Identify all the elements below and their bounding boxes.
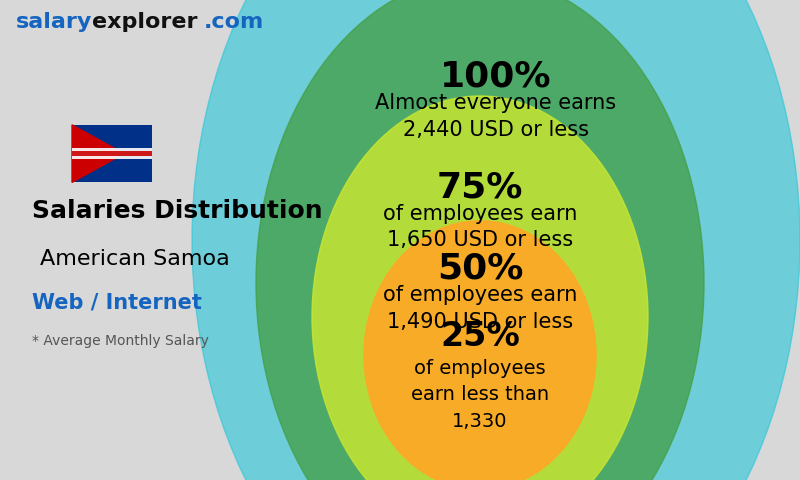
Text: 2,440 USD or less: 2,440 USD or less xyxy=(403,120,589,140)
Text: .com: .com xyxy=(204,12,264,32)
Ellipse shape xyxy=(256,0,704,480)
Text: 1,330: 1,330 xyxy=(452,412,508,431)
Text: 75%: 75% xyxy=(437,170,523,204)
Text: 25%: 25% xyxy=(440,320,520,353)
Polygon shape xyxy=(72,125,124,182)
Text: 50%: 50% xyxy=(437,252,523,286)
Text: of employees earn: of employees earn xyxy=(383,204,577,224)
FancyBboxPatch shape xyxy=(72,151,152,156)
Text: Web / Internet: Web / Internet xyxy=(32,292,202,312)
Text: of employees earn: of employees earn xyxy=(383,285,577,305)
Ellipse shape xyxy=(312,96,648,480)
Text: * Average Monthly Salary: * Average Monthly Salary xyxy=(32,334,209,348)
Text: 1,650 USD or less: 1,650 USD or less xyxy=(387,230,573,250)
Text: earn less than: earn less than xyxy=(411,385,549,404)
Text: Salaries Distribution: Salaries Distribution xyxy=(32,199,322,223)
Text: American Samoa: American Samoa xyxy=(40,249,230,269)
FancyBboxPatch shape xyxy=(72,148,152,159)
Text: 1,490 USD or less: 1,490 USD or less xyxy=(387,312,573,332)
Text: of employees: of employees xyxy=(414,359,546,378)
Text: salary: salary xyxy=(16,12,92,32)
Ellipse shape xyxy=(364,221,596,480)
Text: Almost everyone earns: Almost everyone earns xyxy=(375,93,617,113)
FancyBboxPatch shape xyxy=(72,125,152,182)
Ellipse shape xyxy=(192,0,800,480)
Text: explorer: explorer xyxy=(92,12,198,32)
Text: 100%: 100% xyxy=(440,60,552,94)
